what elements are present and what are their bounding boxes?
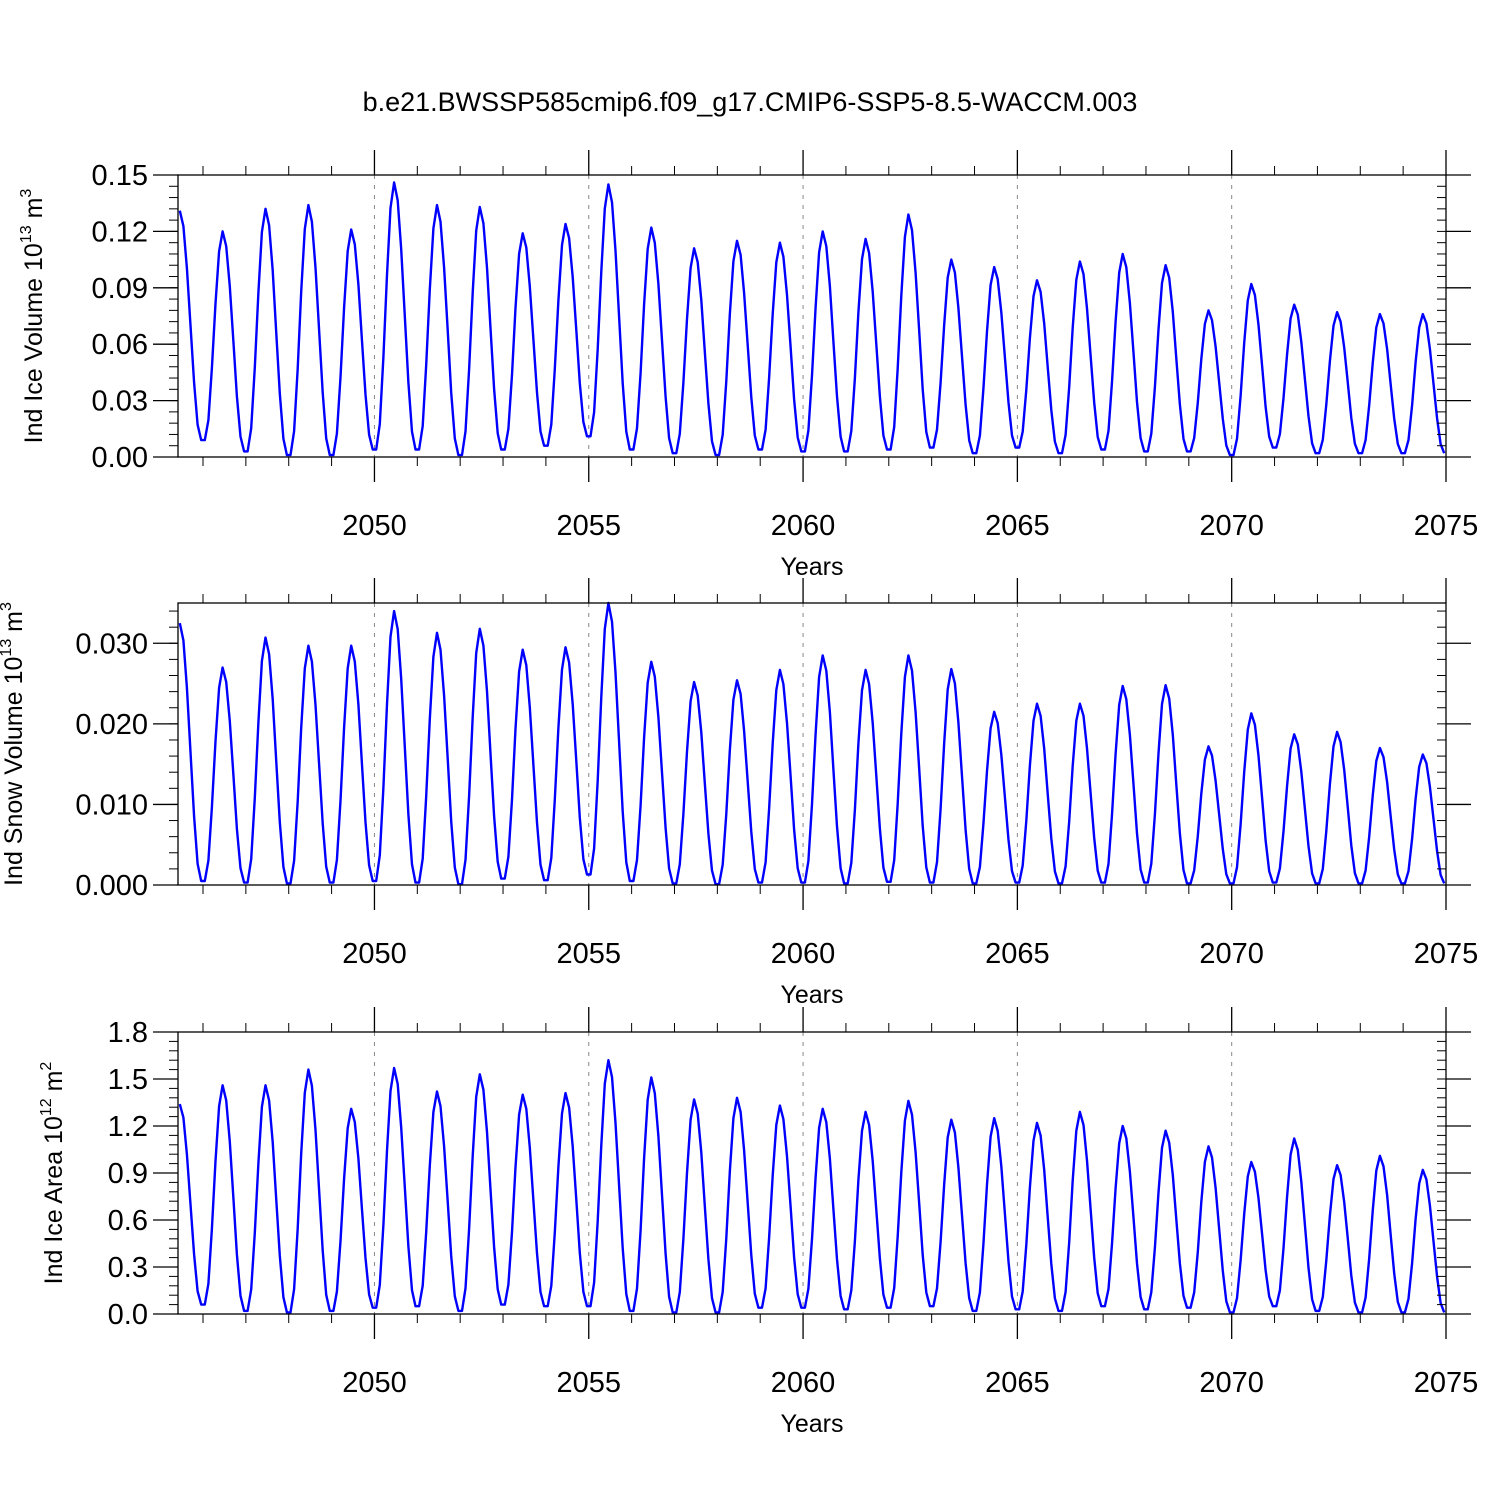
x-tick-label: 2065 (985, 510, 1050, 542)
x-tick-label: 2050 (342, 510, 407, 542)
y-tick-label: 0.09 (92, 273, 148, 305)
y-tick-label: 0.000 (75, 870, 148, 902)
x-tick-label: 2060 (771, 938, 836, 970)
plot-frame (177, 602, 1447, 886)
panel-3: 0.0 0.3 0.6 0.9 1.2 1.5 1.8 2050 2055 2060 2065 207… (38, 1007, 1478, 1438)
series-line (178, 601, 1446, 886)
y-tick-label: 1.5 (108, 1064, 148, 1096)
y-axis-label: Ind Ice Volume 1013 m3 (18, 189, 48, 444)
x-tick-label: 2070 (1199, 1367, 1264, 1399)
x-tick-label: 2055 (557, 938, 622, 970)
x-axis-label: Years (780, 981, 843, 1009)
y-tick-label: 0.6 (108, 1205, 148, 1237)
plot-frame (177, 174, 1447, 458)
y-tick-label: 1.2 (108, 1111, 148, 1143)
x-tick-label: 2050 (342, 1367, 407, 1399)
x-tick-label: 2055 (557, 1367, 622, 1399)
x-axis-label: Years (780, 553, 843, 581)
x-tick-label: 2055 (557, 510, 622, 542)
y-axis-label: Ind Snow Volume 1013 m3 (0, 602, 28, 886)
x-axis-label: Years (780, 1410, 843, 1438)
y-tick-label: 0.06 (92, 329, 148, 361)
y-tick-label: 0.00 (92, 442, 148, 474)
y-tick-label: 0.9 (108, 1158, 148, 1190)
x-tick-label: 2065 (985, 1367, 1050, 1399)
series-line (178, 1058, 1446, 1314)
y-tick-label: 0.020 (75, 709, 148, 741)
y-tick-label: 0.15 (92, 160, 148, 192)
y-tick-label: 0.030 (75, 628, 148, 660)
x-tick-label: 2050 (342, 938, 407, 970)
y-axis-label: Ind Ice Area 1012 m2 (38, 1062, 68, 1285)
x-tick-label: 2075 (1414, 510, 1479, 542)
y-tick-label: 0.010 (75, 789, 148, 821)
x-tick-label: 2075 (1414, 938, 1479, 970)
x-tick-label: 2065 (985, 938, 1050, 970)
y-tick-label: 0.12 (92, 216, 148, 248)
panel-2: 0.000 0.010 0.020 0.030 2050 2055 2060 2065 2070… (0, 578, 1478, 1009)
y-tick-label: 0.3 (108, 1252, 148, 1284)
x-tick-label: 2075 (1414, 1367, 1479, 1399)
x-tick-label: 2060 (771, 510, 836, 542)
x-tick-label: 2070 (1199, 938, 1264, 970)
x-tick-label: 2060 (771, 1367, 836, 1399)
panels: 0.00 0.03 0.06 0.09 0.12 0.15 2050 2055 2060 2065… (0, 150, 1478, 1438)
y-tick-label: 1.8 (108, 1017, 148, 1049)
y-tick-label: 0.0 (108, 1299, 148, 1331)
series-line (178, 181, 1446, 457)
panel-1: 0.00 0.03 0.06 0.09 0.12 0.15 2050 2055 2060 2065… (18, 150, 1478, 581)
figure-title: b.e21.BWSSP585cmip6.f09_g17.CMIP6-SSP5-8… (363, 87, 1138, 117)
x-tick-label: 2070 (1199, 510, 1264, 542)
y-tick-label: 0.03 (92, 386, 148, 418)
